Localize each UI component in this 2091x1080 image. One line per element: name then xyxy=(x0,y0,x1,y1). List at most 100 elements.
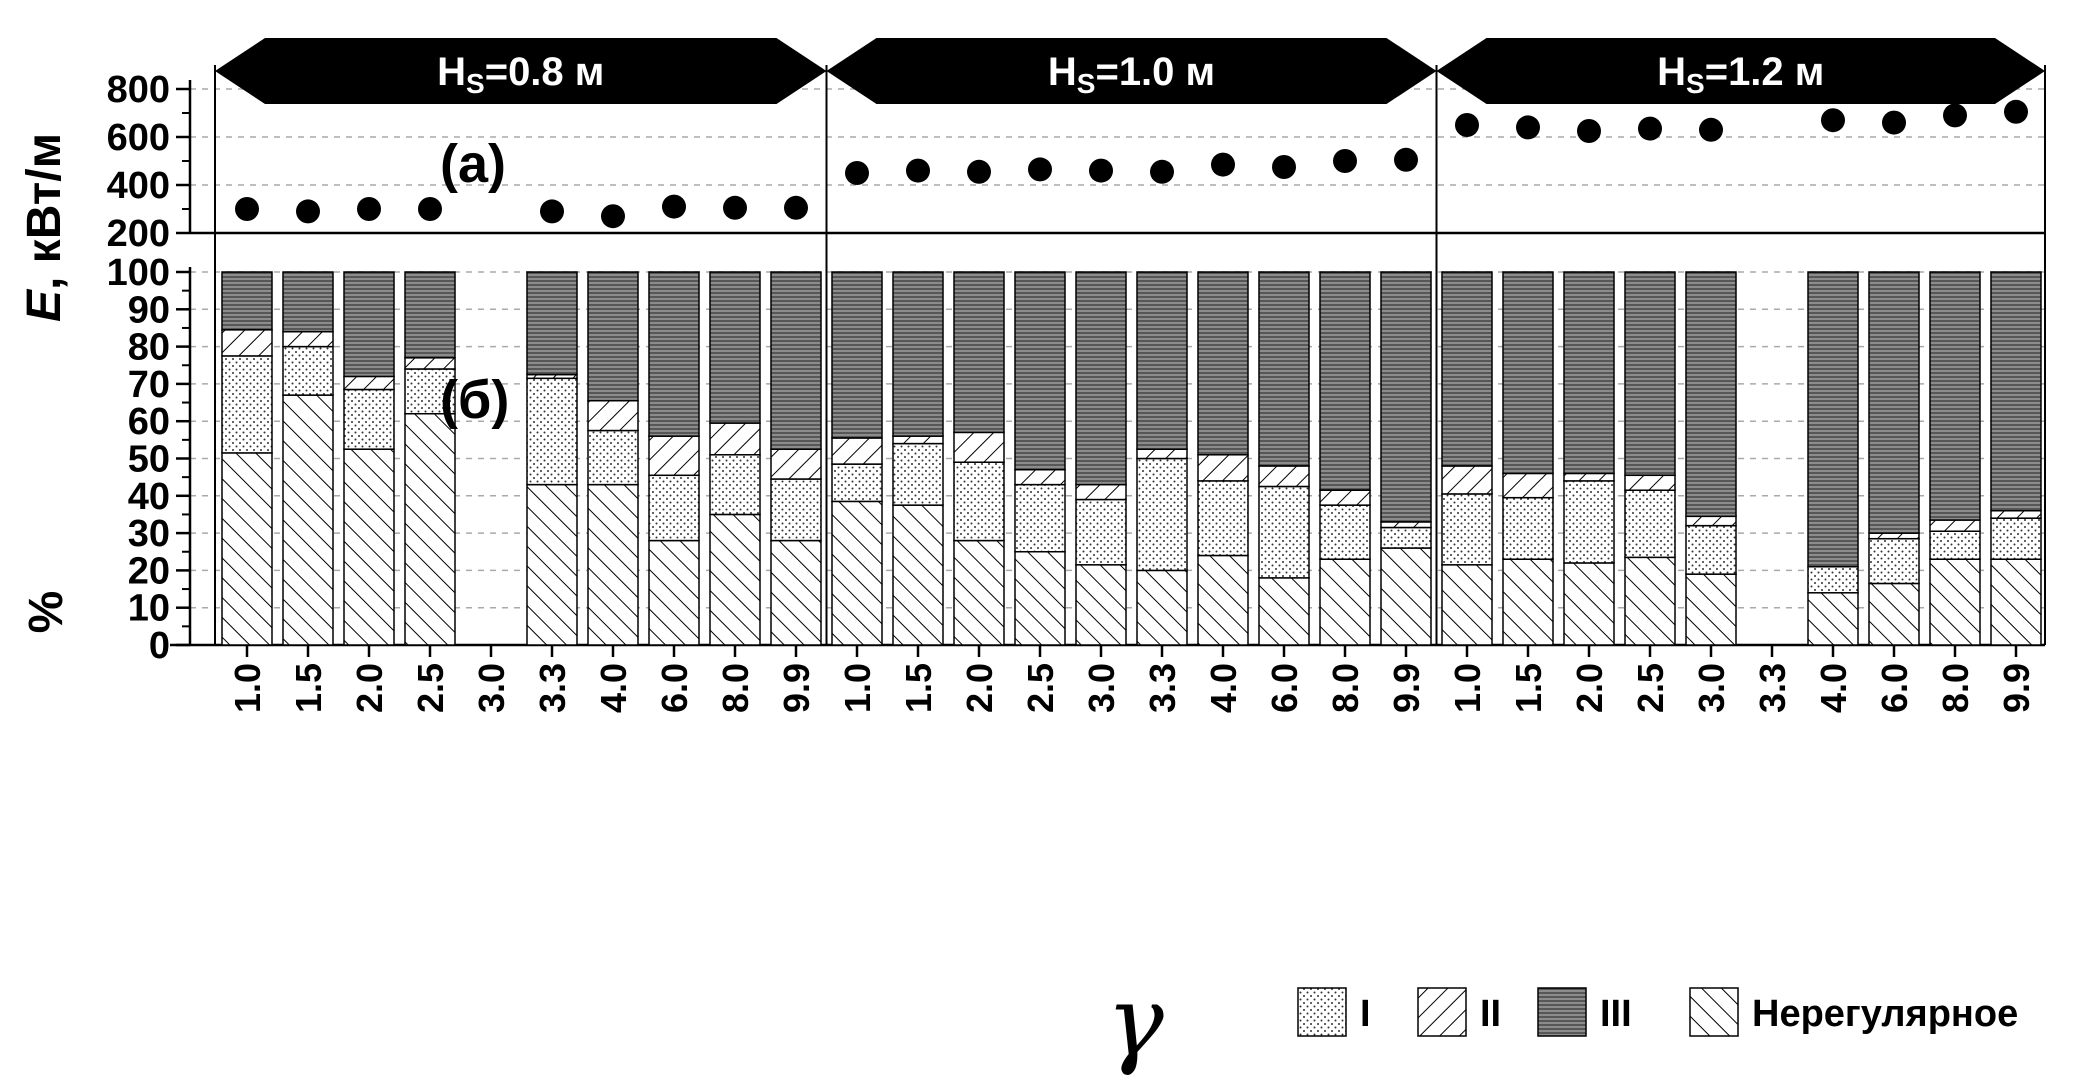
bar-segment xyxy=(1136,448,1188,460)
bar-segment xyxy=(1258,271,1310,467)
bar-segment xyxy=(953,431,1005,463)
bar-segment xyxy=(648,271,700,437)
percent-axis-label: % xyxy=(20,591,73,634)
bar-segment xyxy=(1136,457,1188,572)
x-tick-label: 2.5 xyxy=(1020,663,1061,713)
bar-segment xyxy=(404,412,456,646)
percent-y-tick-label: 80 xyxy=(128,327,170,369)
energy-point xyxy=(723,195,747,220)
bar-segment xyxy=(831,271,883,439)
panel-label-a: (a) xyxy=(440,134,506,194)
bar-segment xyxy=(282,394,334,646)
energy-point xyxy=(1577,119,1601,143)
energy-point xyxy=(1821,108,1845,133)
bar-segment xyxy=(1380,521,1432,529)
bar-segment xyxy=(1563,271,1615,475)
legend-swatch xyxy=(1417,987,1467,1037)
legend-label: Нерегулярное xyxy=(1752,993,2018,1035)
bar-segment xyxy=(404,271,456,359)
bar-segment xyxy=(1624,556,1676,646)
bar-segment xyxy=(1075,498,1127,566)
bar-segment xyxy=(343,388,395,450)
energy-point xyxy=(1943,103,1967,128)
percent-y-tick-label: 100 xyxy=(107,252,170,294)
bar-segment xyxy=(1075,564,1127,646)
group-label-sub: S xyxy=(1077,68,1096,99)
energy-axis-symbol: E xyxy=(18,288,71,322)
bar-segment xyxy=(1929,558,1981,646)
group-label-main: H xyxy=(437,50,466,94)
group-label-rest: =1.0 м xyxy=(1095,50,1215,94)
energy-point xyxy=(540,199,564,224)
bar-segment xyxy=(1441,493,1493,566)
x-tick-label: 2.0 xyxy=(959,663,1000,713)
energy-point xyxy=(662,194,686,219)
bar-segment xyxy=(1929,530,1981,560)
bar-segment xyxy=(648,474,700,542)
bar-segment xyxy=(1563,480,1615,564)
bar-segment xyxy=(1929,519,1981,532)
bar-segment xyxy=(1868,532,1920,540)
legend-swatch xyxy=(1537,987,1587,1037)
bar-segment xyxy=(892,504,944,646)
x-tick-label: 9.9 xyxy=(1996,663,2037,713)
bar-segment xyxy=(1502,472,1554,499)
bar-segment xyxy=(1197,454,1249,482)
bar-segment xyxy=(282,271,334,333)
bar-segment xyxy=(1990,509,2042,519)
x-tick-label: 1.5 xyxy=(898,663,939,713)
energy-axis-unit: , кВт/м xyxy=(18,133,71,290)
group-banner: HS=0.8 м xyxy=(215,38,827,104)
bar-segment xyxy=(831,463,883,503)
x-tick-label: 2.5 xyxy=(1630,663,1671,713)
x-tick-label: 4.0 xyxy=(1203,663,1244,713)
x-tick-label: 6.0 xyxy=(1264,663,1305,713)
x-tick-label: 2.5 xyxy=(410,663,451,713)
x-tick-label: 9.9 xyxy=(776,663,817,713)
group-banner-label: HS=1.0 м xyxy=(1048,50,1215,99)
stacked-bars xyxy=(221,271,2042,646)
x-tick-label: 3.0 xyxy=(1691,663,1732,713)
energy-point xyxy=(235,197,259,221)
percent-y-tick-label: 0 xyxy=(149,625,170,667)
bar-segment xyxy=(221,271,273,331)
bar-segment xyxy=(953,271,1005,434)
bar-segment xyxy=(1441,465,1493,495)
group-banner-label: HS=1.2 м xyxy=(1657,50,1824,99)
energy-point xyxy=(2004,99,2028,124)
bar-segment xyxy=(1258,485,1310,579)
bar-segment xyxy=(1685,271,1737,518)
bar-segment xyxy=(1990,517,2042,560)
bar-segment xyxy=(221,355,273,454)
legend-label: I xyxy=(1360,993,1371,1035)
x-tick-label: 8.0 xyxy=(1935,663,1976,713)
legend-item: III xyxy=(1537,987,1632,1037)
bar-segment xyxy=(1929,271,1981,521)
energy-point xyxy=(1211,152,1235,177)
group-banner-arrow xyxy=(215,38,827,104)
bar-segment xyxy=(1197,271,1249,456)
group-label-main: H xyxy=(1048,50,1077,94)
bar-segment xyxy=(1563,472,1615,482)
bar-segment xyxy=(709,454,761,516)
x-tick-label: 3.3 xyxy=(1752,663,1793,713)
bar-segment xyxy=(526,483,578,646)
bar-segment xyxy=(1319,489,1371,506)
bar-segment xyxy=(1380,547,1432,646)
energy-point xyxy=(1516,115,1540,140)
bar-segment xyxy=(1990,271,2042,512)
bar-segment xyxy=(892,271,944,437)
bar-segment xyxy=(1441,271,1493,467)
bar-segment xyxy=(770,271,822,450)
x-tick-label: 4.0 xyxy=(1813,663,1854,713)
bar-segment xyxy=(526,271,578,376)
energy-point xyxy=(967,159,991,184)
bar-segment xyxy=(1014,468,1066,486)
bar-segment xyxy=(587,271,639,402)
group-banners: HS=0.8 м HS=1.0 м HS=1.2 м xyxy=(215,38,2045,104)
bar-segment xyxy=(770,539,822,646)
bar-segment xyxy=(1807,271,1859,568)
legend-label: III xyxy=(1600,993,1632,1035)
bar-segment xyxy=(1319,504,1371,560)
x-tick-label: 1.0 xyxy=(1447,663,1488,713)
